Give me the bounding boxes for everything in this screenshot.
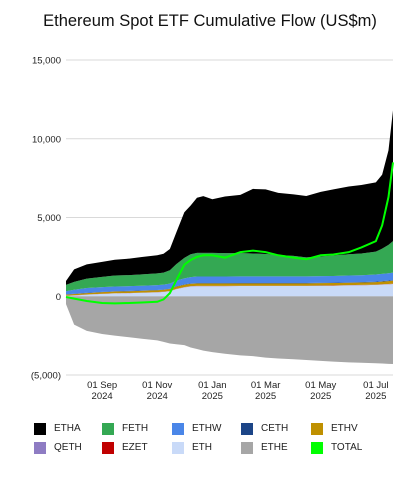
- series-area-feth: [66, 241, 393, 292]
- series-area-ethe: [66, 296, 393, 364]
- y-tick-label: (5,000): [31, 371, 61, 382]
- legend-item-ceth: CETH: [241, 422, 311, 435]
- y-tick-label: 0: [56, 292, 61, 303]
- legend-label: CETH: [261, 423, 289, 434]
- x-tick-label: 01 Nov: [142, 380, 172, 391]
- x-tick-label: 01 Mar: [251, 380, 281, 391]
- series-area-ceth: [66, 280, 393, 295]
- legend-swatch: [102, 441, 114, 454]
- x-tick-label: 01 Jan: [198, 380, 227, 391]
- y-tick-label: 10,000: [32, 134, 61, 145]
- x-tick-label: 01 Sep: [87, 380, 117, 391]
- legend-swatch: [102, 422, 114, 435]
- legend-item-total: TOTAL: [311, 441, 381, 454]
- y-tick-label: 5,000: [37, 213, 61, 224]
- x-tick-label-year: 2024: [147, 391, 168, 402]
- x-tick-label: 01 May: [305, 380, 336, 391]
- legend-item-feth: FETH: [102, 422, 172, 435]
- series-line-total: [65, 162, 394, 305]
- legend-label: TOTAL: [331, 442, 363, 453]
- chart-title: Ethereum Spot ETF Cumulative Flow (US$m): [43, 12, 377, 30]
- legend-label: ETHW: [192, 423, 222, 434]
- legend-swatch: [34, 441, 46, 454]
- legend-label: ETHE: [261, 442, 288, 453]
- legend-swatch: [241, 422, 253, 435]
- legend-item-ethe: ETHE: [241, 441, 311, 454]
- legend-label: QETH: [54, 442, 82, 453]
- legend-label: ETHV: [331, 423, 358, 434]
- legend-swatch: [172, 422, 184, 435]
- x-tick-label: 01 Jul: [363, 380, 388, 391]
- legend-swatch: [241, 441, 253, 454]
- legend-item-qeth: QETH: [34, 441, 102, 454]
- series-area-etha: [66, 110, 393, 285]
- x-tick-label-year: 2024: [92, 391, 113, 402]
- x-tick-label-year: 2025: [202, 391, 223, 402]
- legend-label: ETH: [192, 442, 212, 453]
- legend-label: FETH: [122, 423, 149, 434]
- legend-label: ETHA: [54, 423, 81, 434]
- legend-swatch: [311, 422, 323, 435]
- legend-swatch: [34, 422, 46, 435]
- series-area-ethv: [66, 280, 393, 296]
- legend-item-ethv: ETHV: [311, 422, 381, 435]
- x-tick-label-year: 2025: [310, 391, 331, 402]
- legend-swatch: [172, 441, 184, 454]
- legend-item-ezet: EZET: [102, 441, 172, 454]
- series-area-eth: [66, 283, 393, 297]
- x-tick-label-year: 2025: [255, 391, 276, 402]
- x-tick-label-year: 2025: [365, 391, 386, 402]
- series-area-ethw: [66, 272, 393, 295]
- legend-item-etha: ETHA: [34, 422, 102, 435]
- y-tick-label: 15,000: [32, 56, 61, 67]
- legend-item-ethw: ETHW: [172, 422, 241, 435]
- legend-row: ETHA FETH ETHW CETH ETHV: [34, 420, 414, 437]
- legend-label: EZET: [122, 442, 148, 453]
- chart-legend: ETHA FETH ETHW CETH ETHV QETH EZET ETH ETHE TOTA…: [34, 420, 414, 458]
- legend-row: QETH EZET ETH ETHE TOTAL: [34, 439, 414, 456]
- legend-swatch: [311, 441, 323, 454]
- legend-item-eth: ETH: [172, 441, 241, 454]
